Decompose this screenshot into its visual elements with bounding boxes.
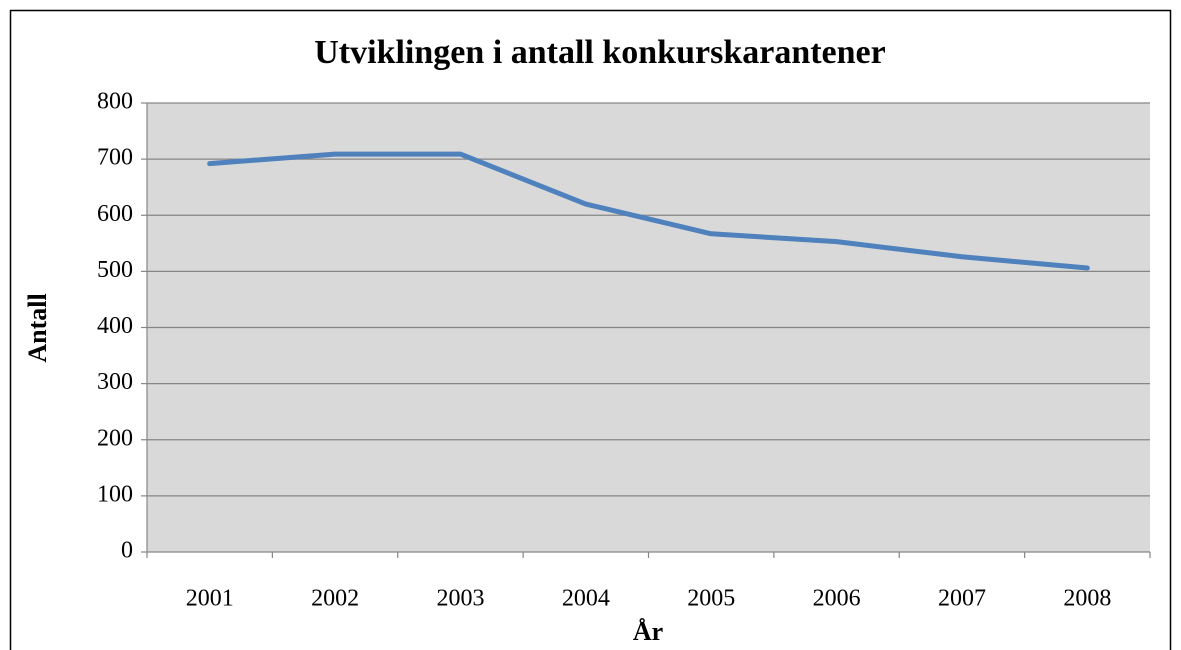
x-tick-label: 2006 xyxy=(813,586,861,612)
x-tick-label: 2003 xyxy=(436,586,484,612)
x-tick-label: 2001 xyxy=(186,586,234,612)
y-tick-label: 800 xyxy=(97,89,133,115)
chart-title: Utviklingen i antall konkurskarantener xyxy=(314,34,885,71)
y-tick-label: 400 xyxy=(97,313,133,339)
data-line xyxy=(207,151,1090,271)
y-tick-label: 0 xyxy=(121,538,133,564)
x-tick-label: 2004 xyxy=(562,586,610,612)
x-tick-label: 2007 xyxy=(938,586,986,612)
y-tick-label: 600 xyxy=(97,201,133,227)
y-axis-label: Antall xyxy=(23,293,52,362)
x-axis-label: År xyxy=(633,617,663,646)
x-tick-label: 2005 xyxy=(687,586,735,612)
y-tick-label: 200 xyxy=(97,425,133,451)
x-tick-label: 2008 xyxy=(1063,586,1111,612)
x-tick-label: 2002 xyxy=(311,586,359,612)
y-tick-label: 500 xyxy=(97,257,133,283)
y-tick-label: 700 xyxy=(97,145,133,171)
y-tick-label: 300 xyxy=(97,369,133,395)
y-tick-label: 100 xyxy=(97,481,133,507)
